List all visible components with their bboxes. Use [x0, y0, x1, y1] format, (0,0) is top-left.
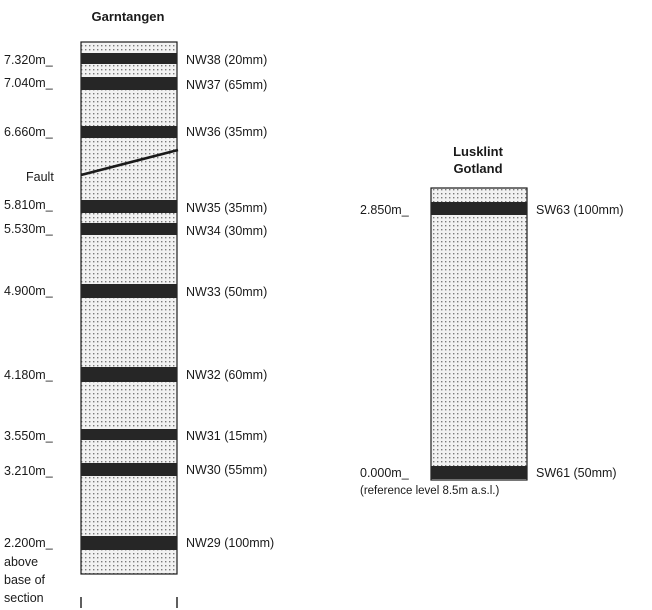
bed-band-nw38 — [81, 53, 177, 64]
section-title: Garntangen — [92, 9, 165, 24]
fault-label: Fault — [26, 170, 54, 184]
bed-label: NW35 (35mm) — [186, 201, 267, 215]
bed-band-nw31 — [81, 429, 177, 440]
section-title-line-1: Lusklint — [453, 144, 504, 159]
bed-band-nw32 — [81, 367, 177, 382]
base-note-line: section — [4, 591, 44, 605]
height-label: 3.550m_ — [4, 429, 54, 443]
bed-label: NW29 (100mm) — [186, 536, 274, 550]
bed-band-nw29 — [81, 536, 177, 550]
height-label: 5.810m_ — [4, 198, 54, 212]
height-label: 0.000m_ — [360, 466, 410, 480]
bed-label: NW32 (60mm) — [186, 368, 267, 382]
height-label: 4.180m_ — [4, 368, 54, 382]
height-label: 4.900m_ — [4, 284, 54, 298]
bed-label: NW37 (65mm) — [186, 78, 267, 92]
bed-label: NW30 (55mm) — [186, 463, 267, 477]
section-garntangen: Garntangen Fault 7.320m_ 7.040m_ 6.660m_… — [4, 9, 274, 608]
fault-line — [80, 148, 179, 177]
base-note-line: above — [4, 555, 38, 569]
bed-band-nw34 — [81, 223, 177, 235]
bed-label: NW36 (35mm) — [186, 125, 267, 139]
bed-band-nw33 — [81, 284, 177, 298]
bed-label: NW31 (15mm) — [186, 429, 267, 443]
bed-band-nw35 — [81, 200, 177, 213]
height-label: 2.850m_ — [360, 203, 410, 217]
base-note-line: base of — [4, 573, 46, 587]
height-label: 3.210m_ — [4, 464, 54, 478]
section-lusklint: Lusklint Gotland 2.850m_ SW63 (100mm) 0.… — [360, 144, 624, 497]
height-label: 6.660m_ — [4, 125, 54, 139]
sediment-column — [80, 41, 178, 575]
reference-level-note: (reference level 8.5m a.s.l.) — [360, 485, 500, 497]
bed-label: NW34 (30mm) — [186, 224, 267, 238]
bed-label: SW61 (50mm) — [536, 466, 617, 480]
bed-label: SW63 (100mm) — [536, 203, 624, 217]
bed-band-nw30 — [81, 463, 177, 476]
height-label: 2.200m_ — [4, 536, 54, 550]
bed-band-sw63 — [431, 202, 527, 215]
height-label: 7.040m_ — [4, 76, 54, 90]
bed-label: NW38 (20mm) — [186, 53, 267, 67]
height-label: 5.530m_ — [4, 222, 54, 236]
bed-label: NW33 (50mm) — [186, 285, 267, 299]
height-label: 7.320m_ — [4, 53, 54, 67]
bed-band-nw37 — [81, 77, 177, 90]
bed-band-sw61 — [431, 466, 527, 479]
bed-band-nw36 — [81, 126, 177, 138]
section-title-line-2: Gotland — [453, 161, 502, 176]
sediment-column — [430, 187, 528, 481]
